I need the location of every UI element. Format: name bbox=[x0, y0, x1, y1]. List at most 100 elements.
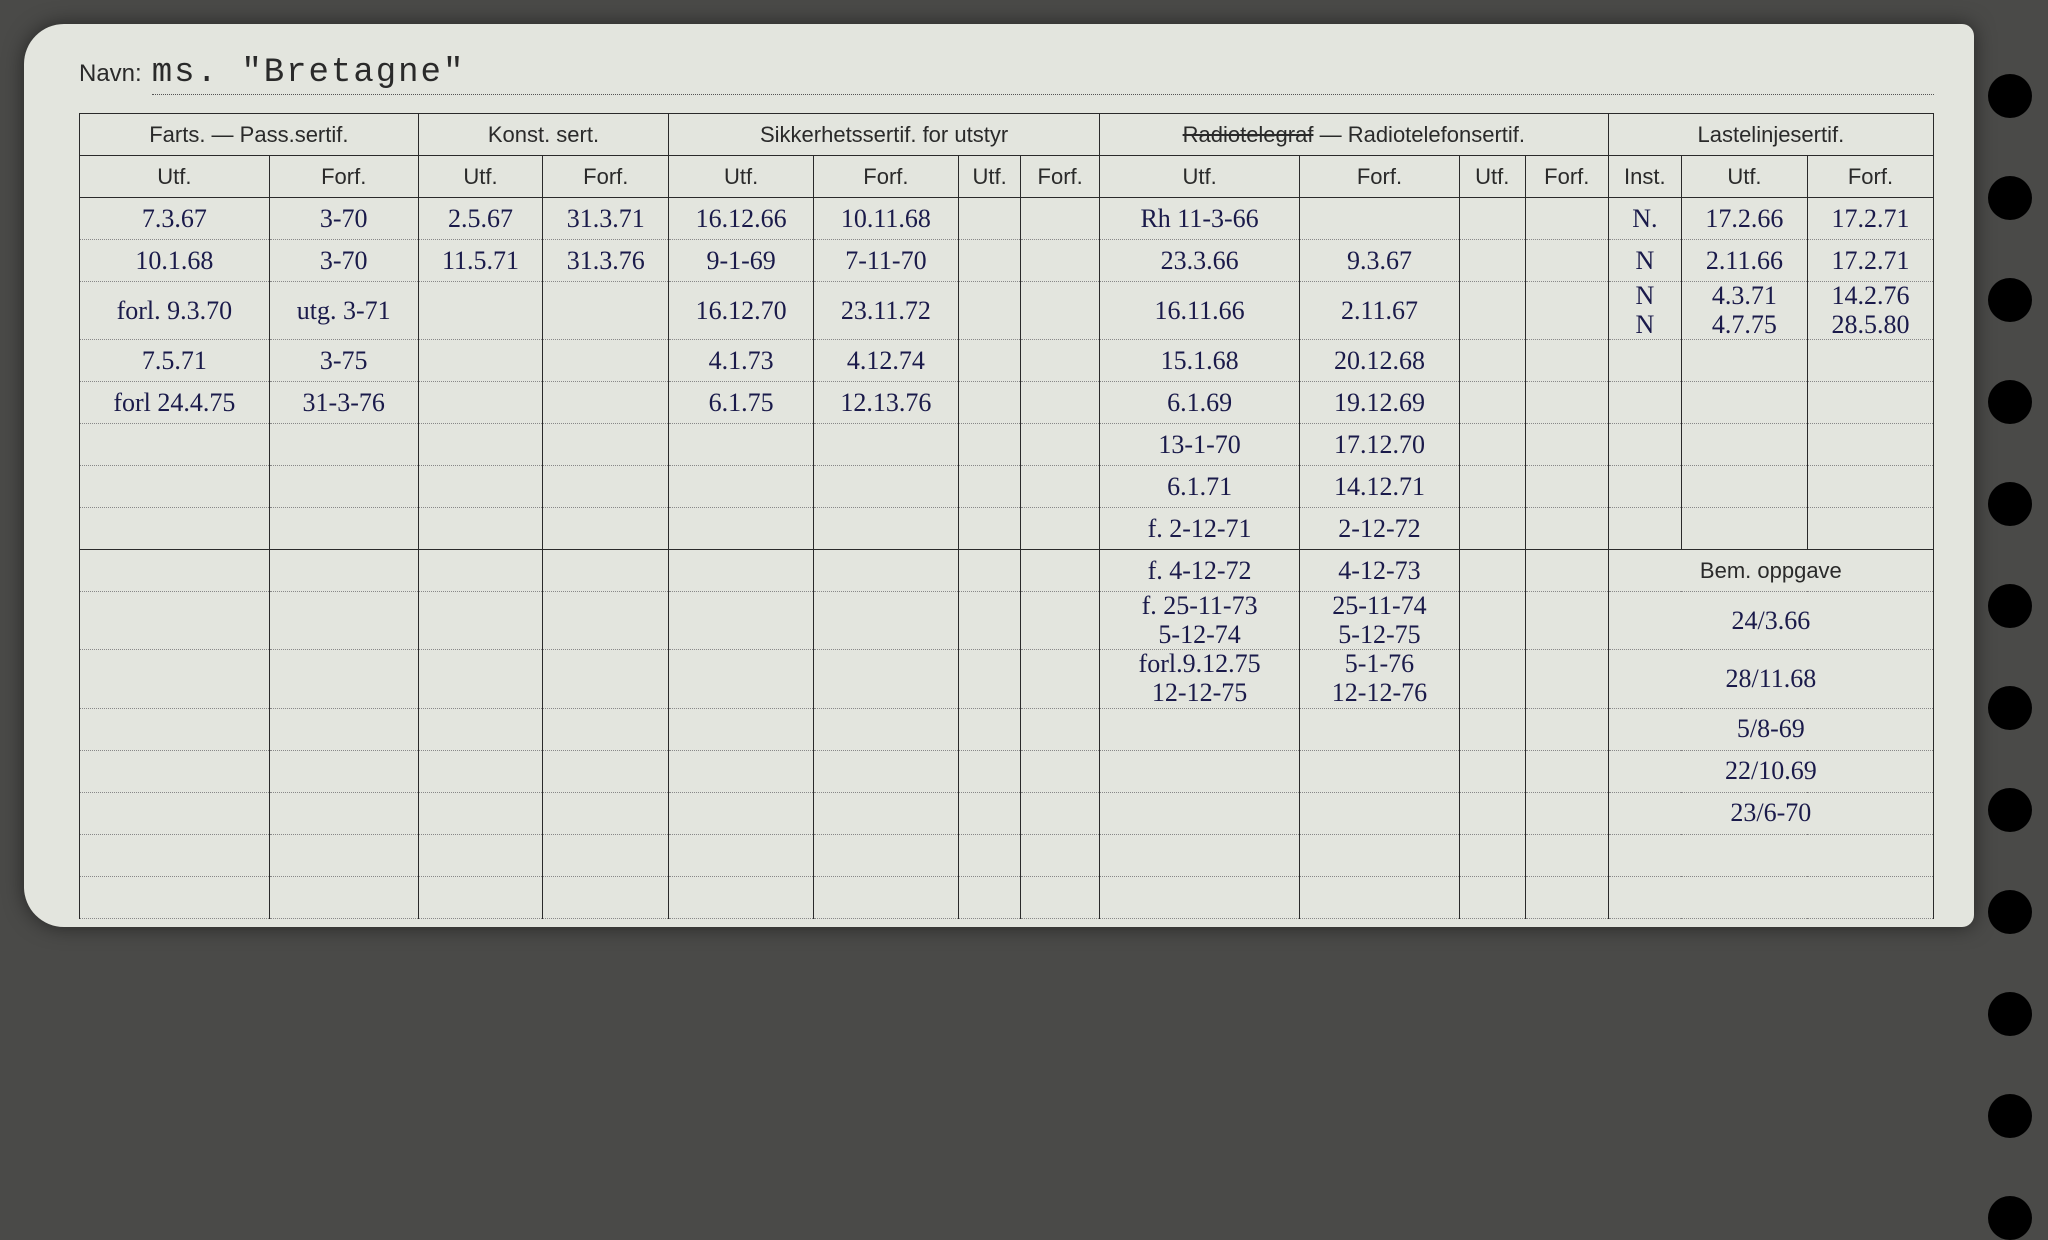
cell bbox=[269, 650, 418, 708]
table-row: 7.3.673-702.5.6731.3.7116.12.6610.11.68R… bbox=[80, 198, 1934, 240]
col-g3-forf2: Forf. bbox=[1525, 156, 1608, 198]
cell bbox=[1525, 340, 1608, 382]
cell: 6.1.75 bbox=[669, 382, 814, 424]
subheader-row: Utf. Forf. Utf. Forf. Utf. Forf. Utf. Fo… bbox=[80, 156, 1934, 198]
cell bbox=[958, 876, 1021, 918]
hdr-sikkerhet: Sikkerhetssertif. for utstyr bbox=[669, 114, 1100, 156]
col-g4-inst: Inst. bbox=[1608, 156, 1681, 198]
cell bbox=[80, 834, 270, 876]
binder-hole bbox=[1988, 482, 2032, 526]
col-g1-utf2: Utf. bbox=[418, 156, 543, 198]
cell bbox=[1681, 508, 1807, 550]
cell bbox=[1459, 466, 1525, 508]
cell: 17.2.71 bbox=[1807, 240, 1933, 282]
cell bbox=[958, 424, 1021, 466]
cell: 17.2.66 bbox=[1681, 198, 1807, 240]
cell bbox=[1525, 508, 1608, 550]
cell bbox=[80, 466, 270, 508]
hdr-farts: Farts. — Pass.sertif. bbox=[80, 114, 419, 156]
cell bbox=[1021, 650, 1100, 708]
cell: 7.3.67 bbox=[80, 198, 270, 240]
cell bbox=[418, 282, 543, 340]
cell bbox=[1459, 592, 1525, 650]
table-row: forl 24.4.7531-3-766.1.7512.13.766.1.691… bbox=[80, 382, 1934, 424]
col-g1-utf: Utf. bbox=[80, 156, 270, 198]
cell bbox=[543, 792, 669, 834]
cell bbox=[958, 466, 1021, 508]
cell bbox=[1525, 198, 1608, 240]
cell: 9.3.67 bbox=[1300, 240, 1459, 282]
cell bbox=[1459, 750, 1525, 792]
cell: forl. 9.3.70 bbox=[80, 282, 270, 340]
cell bbox=[958, 650, 1021, 708]
table-row: 22/10.69 bbox=[80, 750, 1934, 792]
cell bbox=[80, 876, 270, 918]
cell bbox=[1021, 240, 1100, 282]
cell: 12.13.76 bbox=[814, 382, 959, 424]
cell bbox=[1459, 876, 1525, 918]
cell bbox=[1021, 424, 1100, 466]
cell bbox=[543, 550, 669, 592]
cell bbox=[543, 876, 669, 918]
cell bbox=[543, 340, 669, 382]
cell bbox=[1021, 198, 1100, 240]
binder-hole bbox=[1988, 74, 2032, 118]
table-row: forl. 9.3.70utg. 3-7116.12.7023.11.7216.… bbox=[80, 282, 1934, 340]
cell bbox=[1021, 792, 1100, 834]
table-row: 10.1.683-7011.5.7131.3.769-1-697-11-7023… bbox=[80, 240, 1934, 282]
cell: 14.12.71 bbox=[1300, 466, 1459, 508]
bem-cell: 24/3.66 bbox=[1608, 592, 1933, 650]
cell bbox=[269, 550, 418, 592]
cell bbox=[1021, 876, 1100, 918]
bem-cell: 5/8-69 bbox=[1608, 708, 1933, 750]
cell bbox=[1525, 708, 1608, 750]
cell bbox=[958, 750, 1021, 792]
cell bbox=[1807, 424, 1933, 466]
cell: forl 24.4.75 bbox=[80, 382, 270, 424]
col-g2-forf2: Forf. bbox=[1021, 156, 1100, 198]
cell bbox=[418, 382, 543, 424]
cell: 2-12-72 bbox=[1300, 508, 1459, 550]
table-row: 13-1-7017.12.70 bbox=[80, 424, 1934, 466]
cell bbox=[1021, 508, 1100, 550]
cell bbox=[1021, 708, 1100, 750]
cell bbox=[1300, 750, 1459, 792]
cell bbox=[1459, 424, 1525, 466]
cell bbox=[1525, 876, 1608, 918]
cell bbox=[1608, 424, 1681, 466]
cell bbox=[1300, 834, 1459, 876]
cell bbox=[958, 834, 1021, 876]
hdr-radio: Radiotelegraf — Radiotelefonsertif. bbox=[1099, 114, 1608, 156]
cell bbox=[418, 592, 543, 650]
cell bbox=[1525, 382, 1608, 424]
name-value: ms. "Bretagne" bbox=[152, 54, 1934, 95]
cell: 4-12-73 bbox=[1300, 550, 1459, 592]
cell: 10.1.68 bbox=[80, 240, 270, 282]
cell bbox=[1300, 876, 1459, 918]
cell: 17.2.71 bbox=[1807, 198, 1933, 240]
col-g1-forf: Forf. bbox=[269, 156, 418, 198]
cell: 9-1-69 bbox=[669, 240, 814, 282]
cell bbox=[958, 340, 1021, 382]
cell: 10.11.68 bbox=[814, 198, 959, 240]
cell bbox=[1459, 708, 1525, 750]
cell: 4.12.74 bbox=[814, 340, 959, 382]
cell bbox=[543, 466, 669, 508]
cell: N bbox=[1608, 240, 1681, 282]
cell bbox=[1525, 650, 1608, 708]
cell bbox=[1099, 834, 1299, 876]
cell bbox=[543, 424, 669, 466]
cell: f. 4-12-72 bbox=[1099, 550, 1299, 592]
cell bbox=[543, 282, 669, 340]
cell bbox=[269, 508, 418, 550]
cell: f. 25-11-735-12-74 bbox=[1099, 592, 1299, 650]
cell bbox=[80, 550, 270, 592]
cell bbox=[1021, 550, 1100, 592]
col-g3-utf: Utf. bbox=[1099, 156, 1299, 198]
binder-hole bbox=[1988, 1196, 2032, 1240]
cell bbox=[1807, 340, 1933, 382]
name-label: Navn: bbox=[79, 60, 142, 88]
col-g2-forf: Forf. bbox=[814, 156, 959, 198]
cell bbox=[80, 592, 270, 650]
cell bbox=[1525, 750, 1608, 792]
